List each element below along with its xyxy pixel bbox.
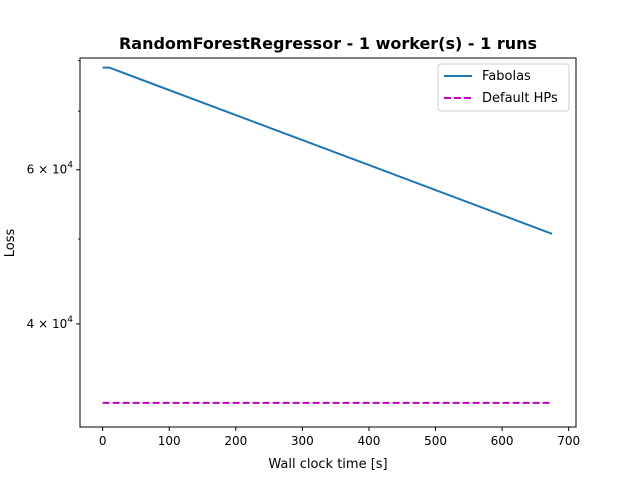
x-tick-label: 700 [557,434,580,448]
y-axis-label: Loss [3,229,18,258]
x-axis-ticks: 0 100 200 300 400 500 600 700 [99,427,580,448]
chart-title: RandomForestRegressor - 1 worker(s) - 1 … [119,34,537,53]
x-tick-label: 500 [424,434,447,448]
axes-frame [79,57,577,428]
legend-label-1: Fabolas [482,69,531,84]
x-tick-label: 400 [357,434,380,448]
x-tick-label: 600 [491,434,514,448]
plot-area: 0 100 200 300 400 500 600 700 4 × 104 6 × 104 [27,57,580,448]
series-line-1 [102,66,553,235]
x-tick-label: 300 [291,434,314,448]
x-tick-label: 100 [158,434,181,448]
x-tick-label: 0 [99,434,107,448]
series-layer [102,66,553,404]
y-tick-label: 4 × 104 [27,315,74,331]
legend-label-2: Default HPs [482,91,558,106]
x-axis-label: Wall clock time [s] [268,457,387,472]
x-tick-label: 200 [224,434,247,448]
y-tick-label: 6 × 104 [27,161,74,177]
legend: Fabolas Default HPs [437,63,570,112]
y-axis-ticks: 4 × 104 6 × 104 [27,59,80,331]
